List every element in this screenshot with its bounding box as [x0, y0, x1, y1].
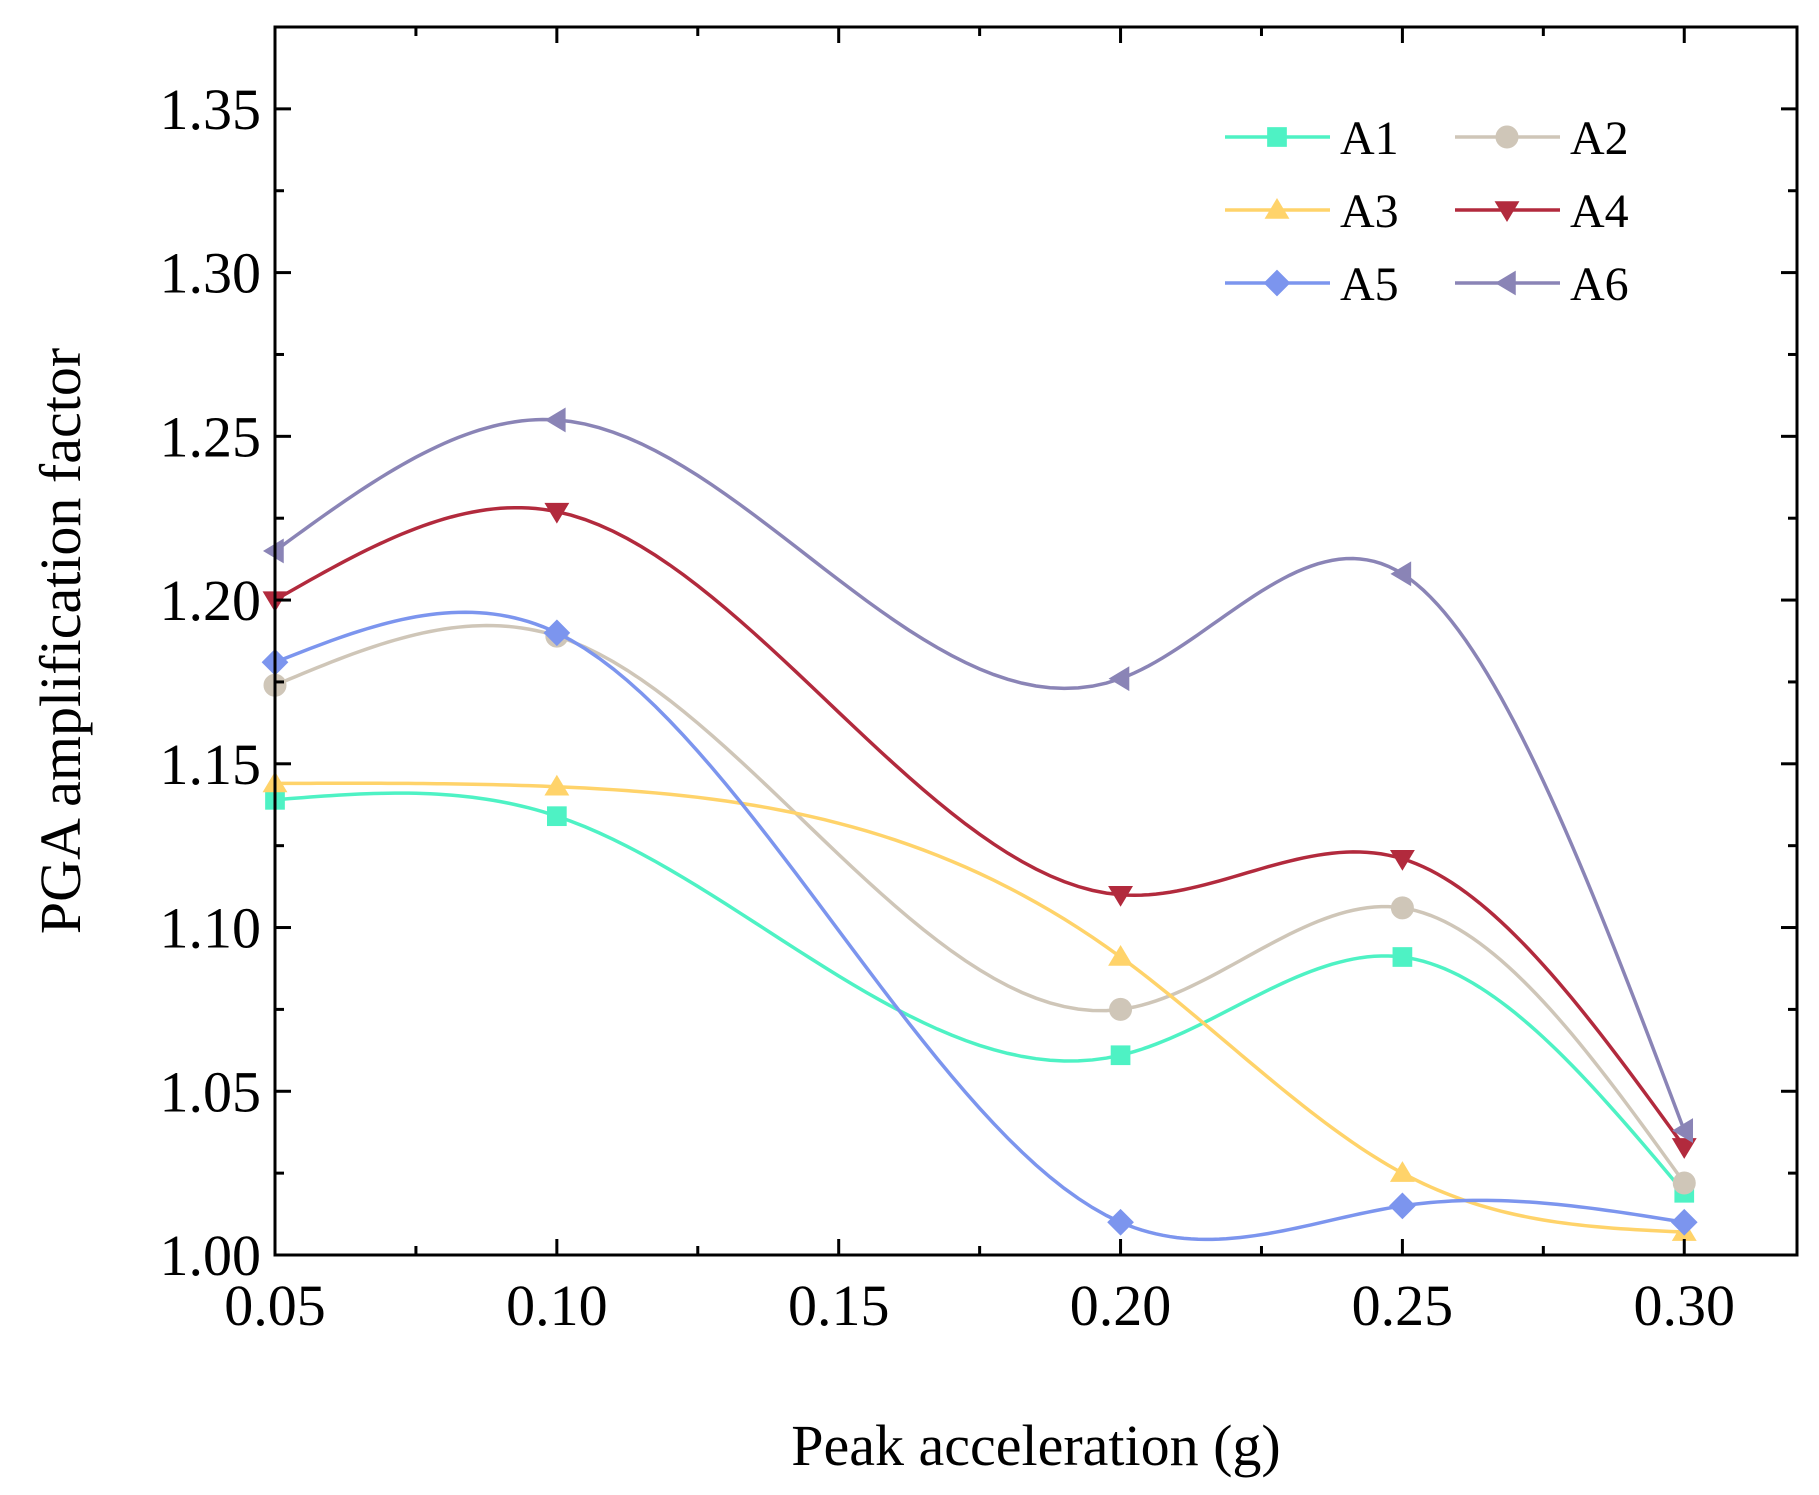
series-line-a6: [273, 417, 1686, 1132]
data-point-a6: [1672, 1118, 1694, 1143]
y-tick-label: 1.05: [160, 1059, 262, 1124]
x-axis-title: Peak acceleration (g): [791, 1413, 1281, 1478]
legend-marker-a5: [1263, 269, 1291, 297]
data-point-a5: [1107, 1208, 1134, 1236]
y-tick-label: 1.35: [160, 77, 262, 142]
series-a3: [262, 771, 1697, 1241]
legend-marker-a4: [1494, 201, 1520, 222]
x-tick-label: 0.05: [224, 1273, 326, 1338]
data-point-a5: [1389, 1192, 1416, 1220]
plot-frame: [273, 25, 1799, 1257]
series-line-a2: [274, 623, 1686, 1184]
data-point-a4: [1389, 850, 1415, 871]
data-point-a3: [1389, 1161, 1415, 1182]
x-tick-label: 0.30: [1634, 1273, 1736, 1338]
data-point-a6: [1108, 666, 1130, 692]
data-point-a2: [1390, 896, 1414, 920]
series-a1: [265, 789, 1695, 1203]
y-tick-label: 1.20: [160, 568, 262, 633]
data-point-a1: [1110, 1045, 1131, 1066]
data-point-a4: [544, 502, 570, 524]
x-tick-label: 0.15: [788, 1273, 890, 1338]
series-layer: [261, 407, 1698, 1242]
series-line-a3: [274, 781, 1685, 1234]
series-a6: [263, 407, 1694, 1143]
y-tick-label: 1.10: [160, 896, 262, 961]
legend-item-a3: A3: [1225, 185, 1399, 238]
data-point-a1: [547, 806, 567, 827]
legend-label-a1: A1: [1340, 112, 1399, 165]
series-line-a1: [274, 791, 1686, 1194]
data-point-a1: [1392, 947, 1413, 967]
data-point-a6: [544, 407, 566, 433]
data-point-a4: [1108, 886, 1133, 907]
data-point-a3: [544, 774, 570, 796]
x-tick-label: 0.20: [1070, 1273, 1172, 1338]
y-axis-title: PGA amplification factor: [28, 348, 93, 934]
legend-item-a1: A1: [1225, 112, 1399, 165]
x-tick-label: 0.25: [1352, 1273, 1454, 1338]
data-point-a4: [1671, 1138, 1697, 1159]
data-point-a5: [1670, 1208, 1698, 1236]
legend-label-a6: A6: [1570, 258, 1629, 311]
legend: A1 A2 A3 A4 A5 A6: [1225, 112, 1629, 311]
data-point-a5: [543, 619, 571, 647]
data-point-a3: [1108, 945, 1133, 966]
y-tick-label: 1.15: [160, 732, 262, 797]
legend-label-a4: A4: [1570, 185, 1629, 238]
x-tick-label: 0.10: [506, 1273, 608, 1338]
legend-item-a4: A4: [1455, 185, 1629, 238]
series-a5: [261, 610, 1698, 1242]
legend-item-a2: A2: [1455, 112, 1629, 165]
series-line-a4: [274, 505, 1686, 1148]
legend-marker-a3: [1264, 198, 1290, 219]
series-a4: [262, 502, 1697, 1159]
y-tick-label: 1.00: [160, 1223, 262, 1288]
ticks-layer: 0.05 0.10 0.15 0.20 0.25 0.30 1.00 1.05 1.10 1.15…: [160, 27, 1797, 1338]
series-line-a5: [274, 610, 1685, 1242]
data-point-a6: [1390, 561, 1412, 587]
legend-label-a5: A5: [1340, 258, 1399, 311]
data-point-a2: [1109, 997, 1133, 1021]
legend-marker-a1: [1267, 127, 1287, 147]
legend-item-a6: A6: [1455, 258, 1629, 311]
legend-marker-a2: [1495, 125, 1519, 149]
legend-label-a3: A3: [1340, 185, 1399, 238]
y-tick-label: 1.25: [160, 404, 262, 469]
legend-marker-a6: [1495, 270, 1516, 296]
legend-item-a5: A5: [1225, 258, 1399, 311]
y-tick-label: 1.30: [160, 241, 262, 306]
legend-label-a2: A2: [1570, 112, 1629, 165]
data-point-a2: [1672, 1171, 1696, 1195]
